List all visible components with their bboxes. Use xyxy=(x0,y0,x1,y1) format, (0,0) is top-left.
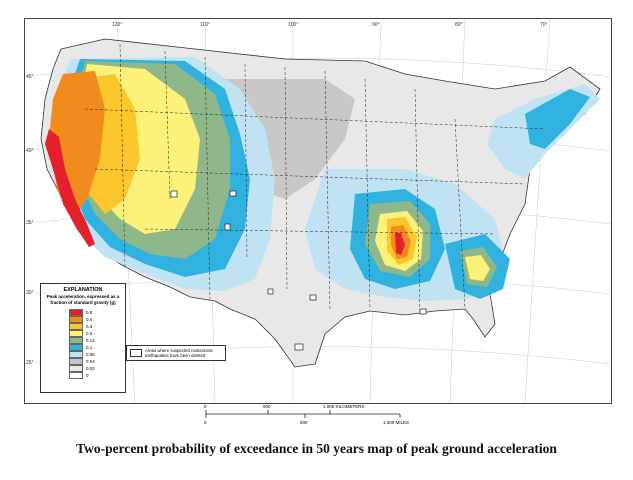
hazard-map xyxy=(24,18,612,404)
zone-0.1-northeast xyxy=(525,89,590,149)
longitude-label: 70° xyxy=(540,22,548,28)
deleted-areas xyxy=(170,190,427,351)
legend-swatch xyxy=(69,316,83,323)
legend-label: 0.04 xyxy=(86,358,95,364)
legend-row: 0.04 xyxy=(69,358,125,365)
longitude-label: 100° xyxy=(288,22,299,28)
deleted-area-swatch xyxy=(130,349,142,357)
legend-row: 0.02 xyxy=(69,365,125,372)
scale-mi-500: 500 xyxy=(300,420,308,425)
map-canvas xyxy=(25,19,611,403)
legend-label: 0.3 xyxy=(86,323,93,329)
map-legend: EXPLANATION Peak acceleration, expressed… xyxy=(40,283,126,393)
legend-subtitle: Peak acceleration, expressed as a fracti… xyxy=(46,294,120,305)
scale-mi-0: 0 xyxy=(204,420,207,425)
legend-swatch xyxy=(69,365,83,372)
legend-swatch xyxy=(69,309,83,316)
legend-rows: 0.8 0.4 0.3 0.2 0.14 0.1 0.06 0.04 0.02 0 xyxy=(41,309,125,379)
legend-label: 0.4 xyxy=(86,316,93,322)
scale-km-1000: 1,000 KILOMETERS xyxy=(323,404,365,409)
legend-row: 0.06 xyxy=(69,351,125,358)
deleted-areas-note: Areas where suspected nontectonic earthq… xyxy=(145,348,214,358)
state-boundaries xyxy=(84,43,546,315)
legend-label: 0 xyxy=(86,372,89,378)
deleted-areas-key: Areas where suspected nontectonic earthq… xyxy=(126,345,226,361)
longitude-label: 80° xyxy=(455,22,463,28)
legend-swatch xyxy=(69,358,83,365)
scale-km-500: 500 xyxy=(263,404,271,409)
legend-row: 0.1 xyxy=(69,344,125,351)
legend-title: EXPLANATION xyxy=(63,287,103,293)
latitude-label: 35° xyxy=(26,220,34,226)
legend-label: 0.1 xyxy=(86,344,93,350)
longitude-label: 90° xyxy=(372,22,380,28)
latitude-label: 25° xyxy=(26,360,34,366)
latitude-label: 45° xyxy=(26,74,34,80)
legend-row: 0.14 xyxy=(69,337,125,344)
legend-label: 0.14 xyxy=(86,337,95,343)
longitude-label: 120° xyxy=(112,22,123,28)
legend-label: 0.06 xyxy=(86,351,95,357)
legend-label: 0.8 xyxy=(86,309,93,315)
legend-row: 0.8 xyxy=(69,309,125,316)
zone-0.8-new-madrid xyxy=(395,233,405,255)
legend-row: 0.3 xyxy=(69,323,125,330)
legend-swatch xyxy=(69,372,83,379)
legend-swatch xyxy=(69,337,83,344)
figure-caption: Two-percent probability of exceedance in… xyxy=(76,441,557,456)
legend-swatch xyxy=(69,323,83,330)
latitude-label: 30° xyxy=(26,290,34,296)
longitude-label: 110° xyxy=(200,22,210,28)
legend-label: 0.02 xyxy=(86,365,95,371)
zone-0.2-southeast xyxy=(465,255,490,281)
legend-swatch xyxy=(69,344,83,351)
legend-label: 0.2 xyxy=(86,330,93,336)
latitude-label: 40° xyxy=(26,148,34,154)
scale-bar-graphic xyxy=(205,410,401,418)
legend-swatch xyxy=(69,330,83,337)
legend-row: 0 xyxy=(69,372,125,379)
legend-row: 0.4 xyxy=(69,316,125,323)
scale-bar: 0 500 1,000 KILOMETERS 0 500 1,000 MILES xyxy=(204,404,425,434)
scale-mi-1000: 1,000 MILES xyxy=(383,420,410,425)
zone-0.8-pacific-coast xyxy=(45,129,95,247)
legend-swatch xyxy=(69,351,83,358)
scale-km-0: 0 xyxy=(204,404,207,409)
legend-row: 0.2 xyxy=(69,330,125,337)
